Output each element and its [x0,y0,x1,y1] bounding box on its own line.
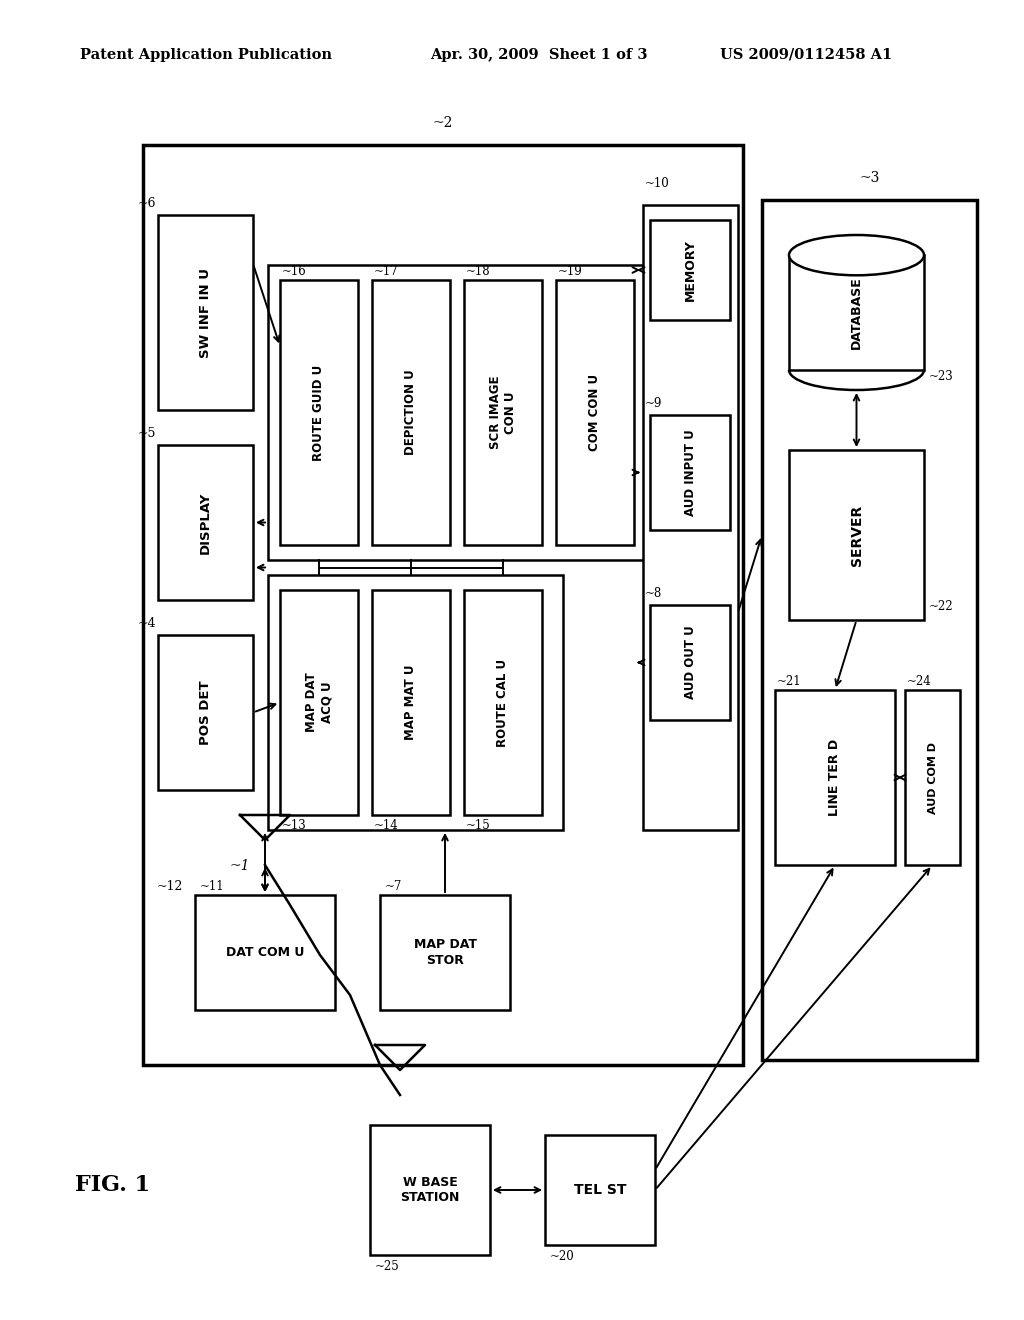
Ellipse shape [790,235,924,276]
Bar [464,590,542,814]
Text: ~6: ~6 [137,197,156,210]
Text: DATABASE: DATABASE [850,276,863,348]
Text: ~9: ~9 [645,397,663,411]
Text: SCR IMAGE
CON U: SCR IMAGE CON U [489,376,517,449]
Bar [650,220,730,319]
Bar [268,265,653,560]
Bar [643,205,738,830]
Bar [380,895,510,1010]
Text: ROUTE CAL U: ROUTE CAL U [497,659,510,747]
Text: ~23: ~23 [929,370,953,383]
Text: FIG. 1: FIG. 1 [75,1173,151,1196]
Bar [143,145,743,1065]
Bar [158,635,253,789]
Bar [762,201,977,1060]
Bar [372,280,450,545]
Bar [268,576,563,830]
Bar [650,414,730,531]
Text: ~10: ~10 [645,177,670,190]
Text: MAP MAT U: MAP MAT U [404,665,418,741]
Bar [790,255,924,370]
Text: ~15: ~15 [466,818,490,832]
Text: DAT COM U: DAT COM U [226,946,304,960]
Bar [545,1135,655,1245]
Text: ~20: ~20 [550,1250,574,1263]
Text: ~5: ~5 [137,426,156,440]
Text: AUD INPUT U: AUD INPUT U [683,429,696,516]
Text: Apr. 30, 2009  Sheet 1 of 3: Apr. 30, 2009 Sheet 1 of 3 [430,48,647,62]
Text: ~14: ~14 [374,818,398,832]
Text: ~22: ~22 [929,601,953,612]
Text: ~18: ~18 [466,265,490,279]
Text: LINE TER D: LINE TER D [828,739,842,816]
Text: AUD COM D: AUD COM D [928,742,938,813]
Text: ~12: ~12 [157,880,183,894]
Text: W BASE
STATION: W BASE STATION [400,1176,460,1204]
Text: ~7: ~7 [385,880,402,894]
Bar [790,450,924,620]
Bar [556,280,634,545]
Bar [775,690,895,865]
Bar [195,895,335,1010]
Bar [370,1125,490,1255]
Text: Patent Application Publication: Patent Application Publication [80,48,332,62]
Text: ~19: ~19 [558,265,583,279]
Bar [905,690,961,865]
Bar [280,590,358,814]
Bar [158,445,253,601]
Text: SW INF IN U: SW INF IN U [199,268,212,358]
Text: AUD OUT U: AUD OUT U [683,626,696,700]
Text: ~13: ~13 [282,818,307,832]
Bar [372,590,450,814]
Text: MEMORY: MEMORY [683,239,696,301]
Text: ~8: ~8 [645,587,663,601]
Text: DEPICTION U: DEPICTION U [404,370,418,455]
Text: ~25: ~25 [375,1261,399,1272]
Text: DISPLAY: DISPLAY [199,491,212,553]
Bar [650,605,730,719]
Text: ~1: ~1 [229,859,250,873]
Text: ~2: ~2 [433,116,454,129]
Text: US 2009/0112458 A1: US 2009/0112458 A1 [720,48,892,62]
Bar [464,280,542,545]
Text: MAP DAT
STOR: MAP DAT STOR [414,939,476,966]
Text: ~24: ~24 [907,675,932,688]
Text: SERVER: SERVER [850,504,863,566]
Text: TEL ST: TEL ST [573,1183,627,1197]
Text: ~17: ~17 [374,265,398,279]
Text: ~3: ~3 [859,172,880,185]
Bar [280,280,358,545]
Text: ~11: ~11 [200,880,224,894]
Text: COM CON U: COM CON U [589,374,601,451]
Text: ~4: ~4 [137,616,156,630]
Text: ~16: ~16 [282,265,307,279]
Text: MAP DAT
ACQ U: MAP DAT ACQ U [305,673,333,733]
Bar [158,215,253,411]
Text: ~21: ~21 [777,675,802,688]
Text: POS DET: POS DET [199,680,212,744]
Text: ROUTE GUID U: ROUTE GUID U [312,364,326,461]
